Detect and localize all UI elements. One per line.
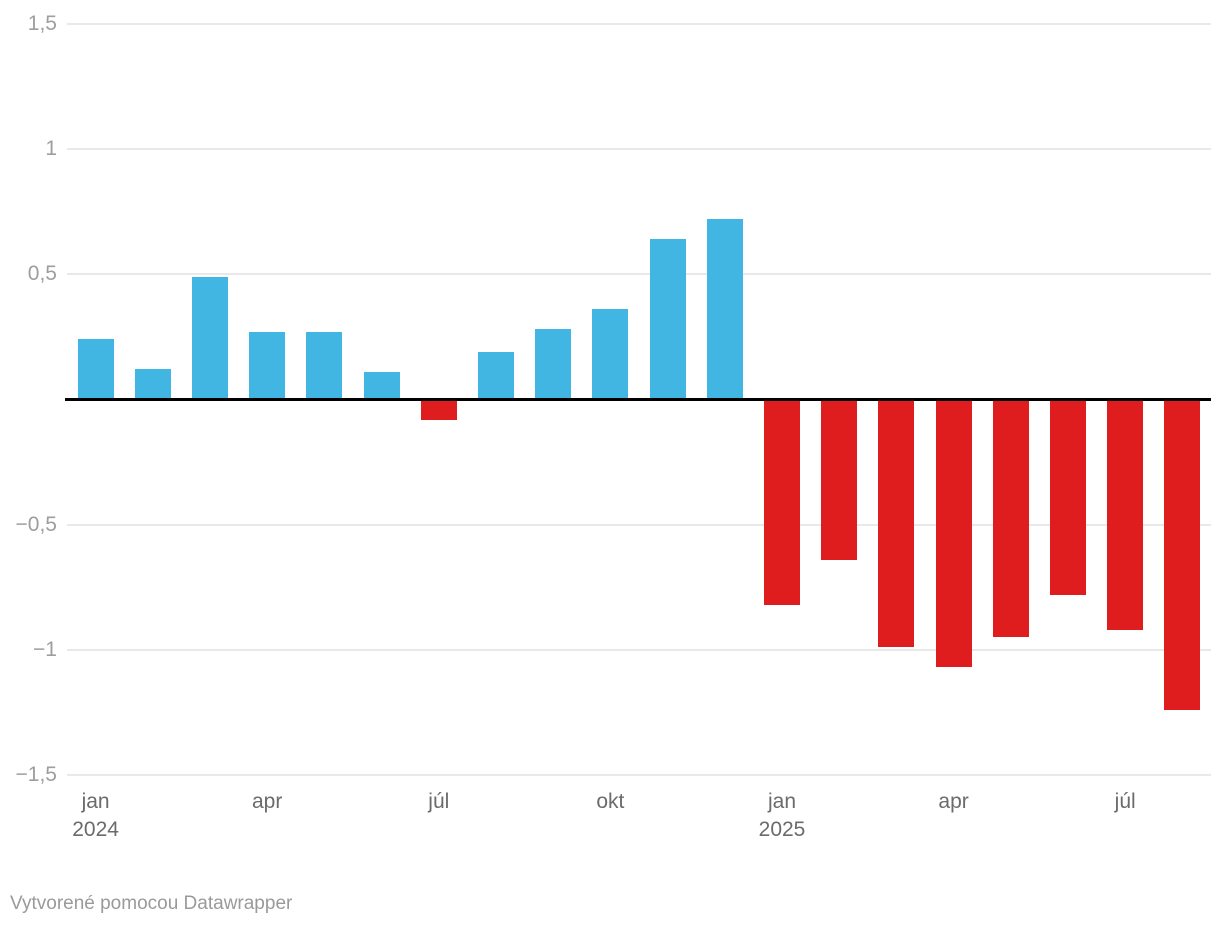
x-axis-tick-label: apr [938, 790, 969, 813]
bar-jan-2024[interactable] [77, 339, 114, 400]
zero-baseline [65, 398, 1211, 401]
gridline-1 [67, 148, 1211, 151]
bar-dec-2024[interactable] [706, 219, 743, 400]
bar-jún-2024[interactable] [363, 371, 400, 400]
bar-feb-2024[interactable] [134, 369, 171, 400]
y-axis-tick-label: 0,5 [27, 262, 57, 286]
x-axis-tick-label: okt [596, 790, 625, 813]
bar-jún-2025[interactable] [1050, 399, 1086, 595]
x-axis-tick-label: apr [252, 790, 283, 813]
bar-máj-2024[interactable] [306, 331, 343, 400]
bar-aug-2024[interactable] [478, 351, 514, 400]
bar-nov-2024[interactable] [649, 239, 686, 400]
gridline-−1 [67, 648, 1211, 651]
bar-mar-2024[interactable] [192, 276, 228, 400]
gridline-−0,5 [67, 523, 1211, 526]
x-axis-tick-label: jan [81, 790, 110, 813]
y-axis-tick-label: −1 [33, 637, 57, 661]
bar-máj-2025[interactable] [992, 399, 1029, 638]
gridline-−1,5 [67, 774, 1211, 776]
attribution-text: Vytvorené pomocou Datawrapper [10, 893, 293, 914]
x-axis-year-label: 2024 [72, 818, 119, 841]
bar-júl-2025[interactable] [1107, 399, 1144, 630]
y-axis-tick-label: 1,5 [27, 12, 57, 35]
x-axis-tick-label: júl [428, 790, 450, 813]
bar-apr-2025[interactable] [935, 399, 972, 668]
y-axis-tick-label: 1 [45, 137, 57, 161]
bar-apr-2024[interactable] [249, 331, 286, 400]
bar-feb-2025[interactable] [821, 399, 858, 560]
bar-mar-2025[interactable] [878, 399, 915, 648]
x-axis-tick-label: jan [767, 790, 797, 813]
x-axis-tick-label: júl [1114, 790, 1136, 813]
bar-aug-2025[interactable] [1164, 399, 1201, 710]
y-axis-tick-label: −1,5 [15, 763, 57, 786]
gridline-1,5 [67, 23, 1211, 25]
bar-júl-2024[interactable] [420, 399, 457, 420]
x-axis-year-label: 2025 [758, 818, 806, 841]
y-axis-tick-label: −0,5 [15, 512, 57, 536]
bar-jan-2025[interactable] [764, 399, 800, 605]
bar-sep-2024[interactable] [535, 329, 572, 400]
gridline-0,5 [67, 273, 1211, 276]
bar-okt-2024[interactable] [592, 309, 629, 400]
